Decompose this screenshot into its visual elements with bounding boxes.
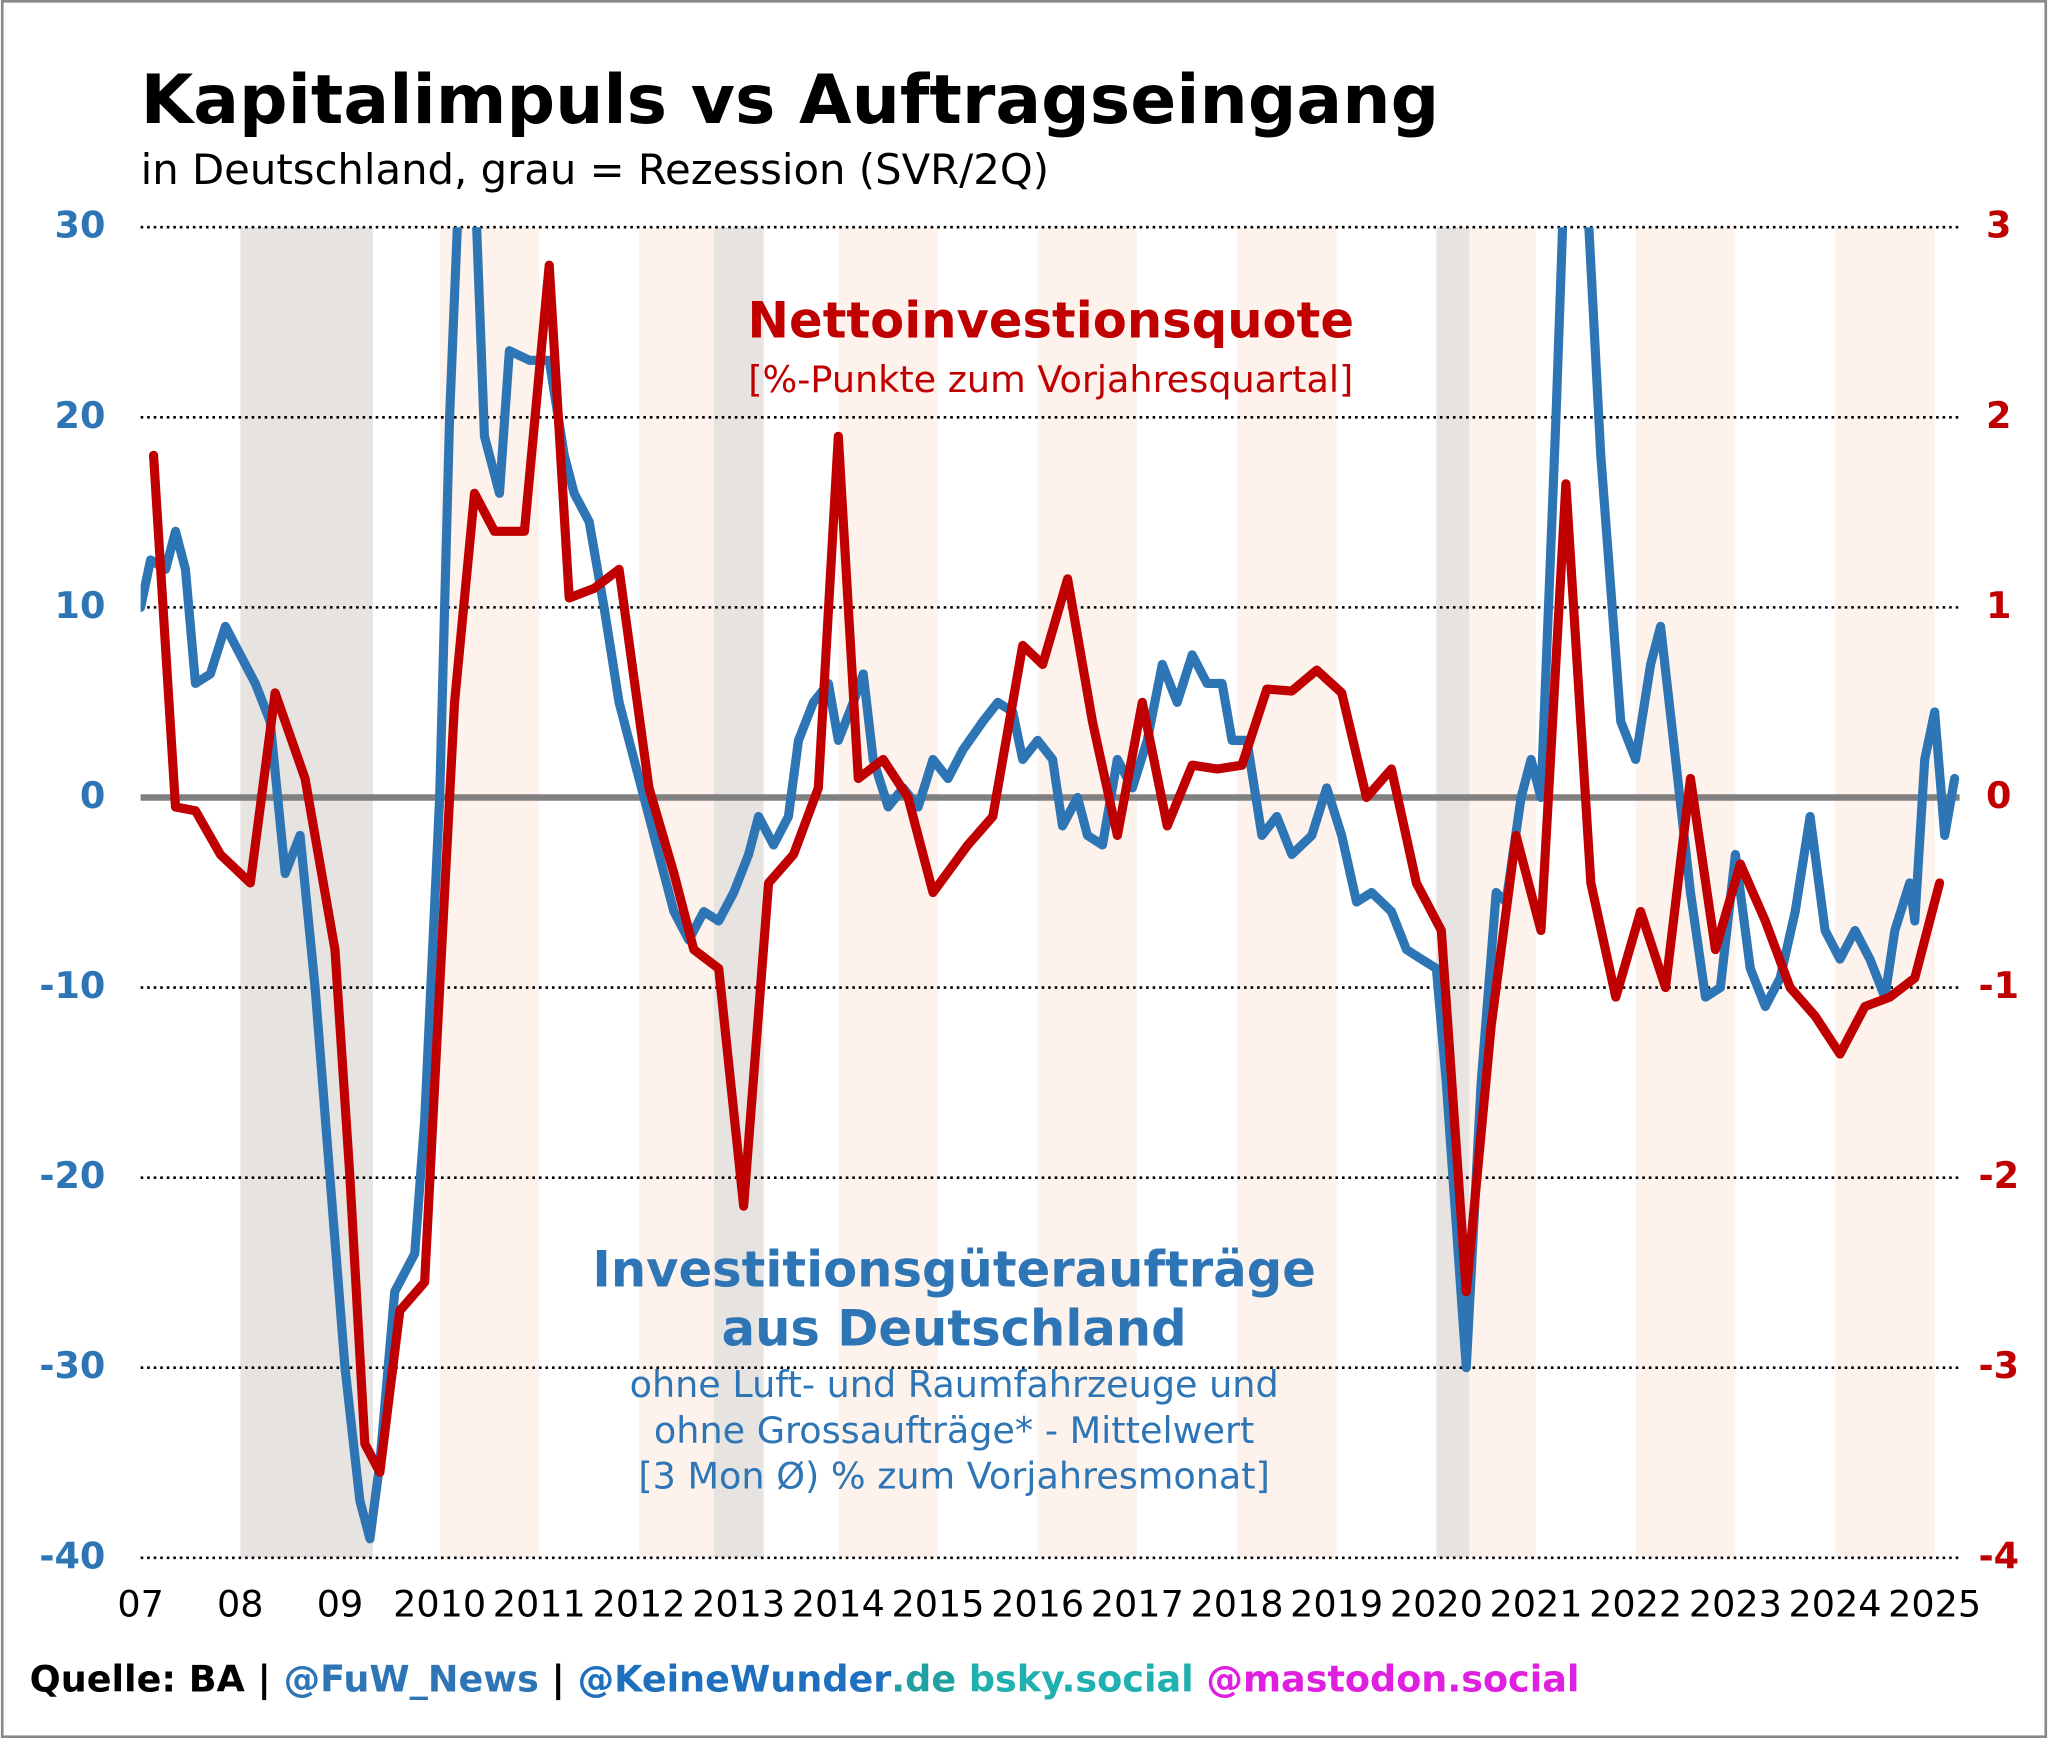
footer-part: Quelle: BA | <box>30 1657 284 1701</box>
x-tick-label: 2022 <box>1589 1583 1682 1626</box>
y-tick-label: 10 <box>55 584 106 627</box>
chart-subtitle: in Deutschland, grau = Rezession (SVR/2Q… <box>141 145 1049 194</box>
year-stripe <box>838 227 938 1558</box>
x-tick-label: 2016 <box>991 1583 1084 1626</box>
annotation-title: Nettoinvestionsquote <box>748 291 1354 349</box>
footer-part: @mastodon.social <box>1194 1657 1580 1700</box>
y2-tick-label: -3 <box>1978 1344 2019 1387</box>
annotation-text: [3 Mon Ø) % zum Vorjahresmonat] <box>638 1455 1269 1498</box>
y2-tick-label: 2 <box>1986 394 2011 437</box>
y-tick-label: -20 <box>39 1154 105 1197</box>
x-tick-label: 2014 <box>792 1583 885 1626</box>
x-tick-label: 2023 <box>1689 1583 1782 1626</box>
annotation-title: Investitionsgüteraufträge <box>592 1241 1316 1299</box>
annotation-text: ohne Luft- und Raumfahrzeuge und <box>630 1363 1279 1406</box>
background-layer <box>240 227 1935 1558</box>
y2-tick-label: 1 <box>1986 584 2011 627</box>
x-tick-label: 2012 <box>592 1583 685 1626</box>
series-line <box>148 260 1945 1477</box>
x-tick-label: 2017 <box>1091 1583 1184 1626</box>
footer-part: @KeineWunder <box>578 1657 892 1700</box>
x-tick-label: 2025 <box>1888 1583 1981 1626</box>
x-tick-label: 08 <box>217 1583 264 1626</box>
x-tick-label: 2015 <box>891 1583 984 1626</box>
y-tick-label: 30 <box>55 204 106 247</box>
footer-part: bsky.social <box>956 1657 1194 1700</box>
year-stripe <box>1037 227 1138 1558</box>
x-tick-label: 2020 <box>1390 1583 1483 1626</box>
y2-tick-label: -2 <box>1978 1154 2019 1197</box>
y2-tick-label: 0 <box>1986 774 2011 817</box>
x-tick-label: 2024 <box>1789 1583 1882 1626</box>
x-tick-label: 2011 <box>493 1583 586 1626</box>
footer-part: | <box>539 1657 578 1701</box>
series-line <box>140 227 1960 1544</box>
recession-band <box>713 227 764 1558</box>
chart-title: Kapitalimpuls vs Auftragseingang <box>141 61 1440 140</box>
footer-part: .de <box>891 1657 956 1700</box>
y2-tick-label: 3 <box>1986 204 2011 247</box>
x-tick-label: 2013 <box>692 1583 785 1626</box>
year-stripe <box>1635 227 1736 1558</box>
y-tick-label: -40 <box>39 1534 105 1577</box>
y-tick-label: -30 <box>39 1344 105 1387</box>
x-tick-label: 2019 <box>1290 1583 1383 1626</box>
annotation-title: aus Deutschland <box>722 1299 1187 1357</box>
year-stripe <box>439 227 540 1558</box>
annotation-text: ohne Grossaufträge* - Mittelwert <box>654 1409 1254 1452</box>
x-tick-label: 07 <box>117 1583 164 1626</box>
x-tick-label: 2018 <box>1190 1583 1283 1626</box>
y-tick-label: -10 <box>39 964 105 1007</box>
footer: Quelle: BA | @FuW_News | @KeineWunder.de… <box>30 1657 1580 1701</box>
annotation-text: [%-Punkte zum Vorjahresquartal] <box>748 358 1353 401</box>
x-tick-label: 2021 <box>1489 1583 1582 1626</box>
y2-tick-label: -4 <box>1978 1534 2019 1577</box>
y-tick-label: 20 <box>55 394 106 437</box>
y-tick-label: 0 <box>80 774 105 817</box>
footer-part: @FuW_News <box>284 1657 539 1700</box>
y2-tick-label: -1 <box>1978 964 2019 1007</box>
x-tick-label: 09 <box>317 1583 364 1626</box>
line-layer <box>140 227 1960 1544</box>
year-stripe <box>1236 227 1337 1558</box>
x-tick-label: 2010 <box>393 1583 486 1626</box>
